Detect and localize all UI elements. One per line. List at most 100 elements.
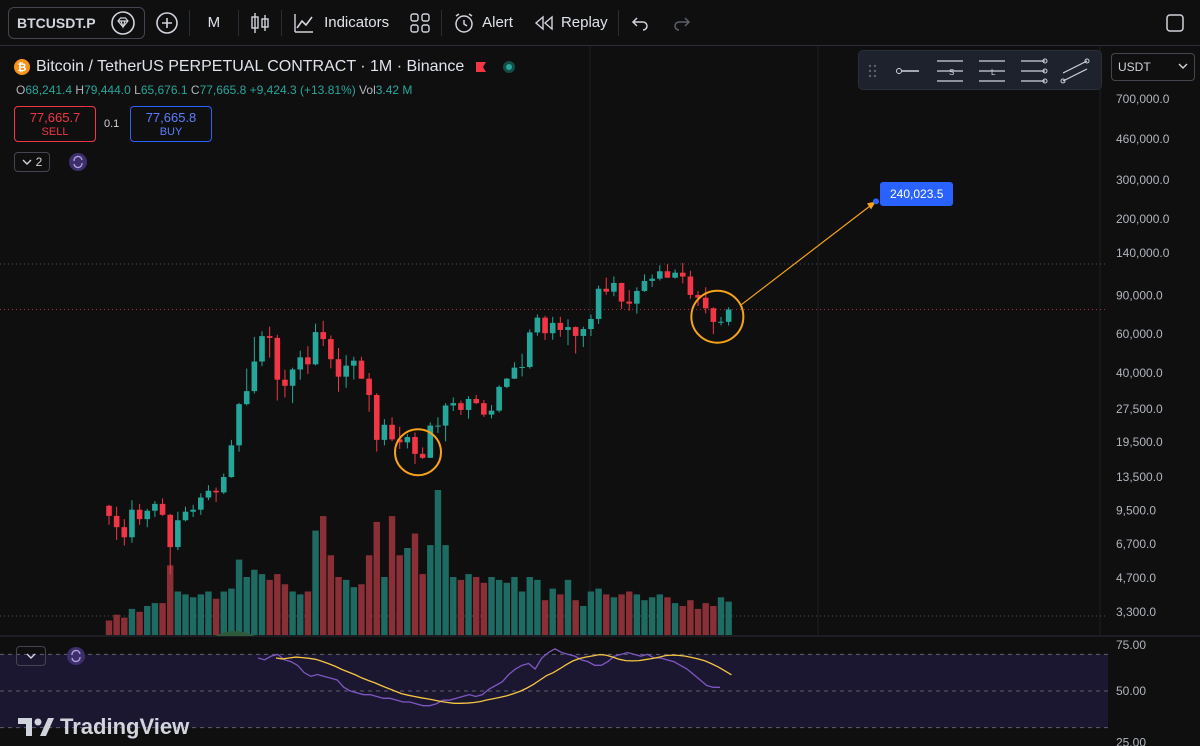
symbol-name: BTCUSDT.P — [17, 14, 96, 31]
candle-body — [289, 369, 296, 386]
chart-canvas[interactable]: 700,000.0 460,000.0 300,000.0 200,000.0 140,… — [0, 46, 1200, 746]
volume-bar — [434, 490, 442, 635]
candle-body — [320, 332, 326, 340]
candle-body — [435, 425, 441, 427]
parallel-lines-l-icon[interactable]: L — [979, 60, 1005, 82]
candle-body — [465, 398, 472, 410]
rsi-tick-label: 25.00 — [1116, 735, 1146, 746]
candle-body — [190, 509, 196, 512]
candle — [274, 334, 281, 401]
sell-price: 77,665.7 — [29, 110, 81, 125]
volume-bar — [220, 591, 227, 635]
candle-body — [236, 404, 242, 446]
candle-body — [121, 527, 128, 538]
candle — [175, 511, 181, 551]
replay-label: Replay — [560, 14, 608, 31]
volume-label: Vol — [359, 83, 376, 97]
rsi-refresh-icon[interactable] — [66, 646, 86, 666]
volume-bar — [136, 611, 143, 635]
candle — [366, 373, 372, 412]
redo-icon — [673, 16, 690, 31]
parallel-lines-s-icon[interactable]: S — [937, 60, 963, 82]
layouts-button[interactable] — [399, 0, 441, 45]
buy-button[interactable]: 77,665.8 BUY — [130, 106, 212, 142]
candle-body — [274, 337, 281, 380]
volume-bar — [473, 577, 480, 635]
alert-label: Alert — [482, 14, 513, 31]
candle — [534, 314, 541, 336]
volume-bar — [159, 603, 166, 635]
replay-button[interactable]: Replay — [523, 0, 618, 45]
candle-body — [243, 391, 250, 405]
undo-button[interactable] — [619, 0, 661, 45]
high-value: 79,444.0 — [84, 83, 131, 97]
candle-body — [266, 336, 273, 338]
indicators-collapse-button[interactable]: 2 — [14, 152, 50, 172]
diamond-icon[interactable] — [110, 10, 136, 36]
order-quantity[interactable]: 0.1 — [104, 118, 120, 130]
candle-body — [358, 360, 365, 379]
market-status-icon[interactable] — [502, 60, 516, 74]
candle — [702, 287, 709, 314]
chart-area[interactable]: 700,000.0 460,000.0 300,000.0 200,000.0 140,… — [0, 46, 1200, 746]
indicators-button[interactable]: Indicators — [282, 0, 399, 45]
refresh-icon[interactable] — [68, 152, 88, 172]
compare-button[interactable] — [145, 0, 189, 45]
volume-bar — [465, 574, 472, 635]
volume-bar — [564, 579, 572, 635]
rsi-overbought-fill — [215, 631, 255, 636]
alert-button[interactable]: Alert — [442, 0, 523, 45]
symbol-search-button[interactable]: BTCUSDT.P — [8, 6, 145, 39]
chart-type-button[interactable] — [239, 0, 281, 45]
candle-body — [710, 308, 717, 322]
volume-bar — [335, 577, 342, 635]
square-icon — [1166, 13, 1184, 32]
interval-button[interactable]: M — [190, 0, 239, 45]
currency-select[interactable]: USDT — [1111, 53, 1195, 81]
candle-body — [572, 327, 579, 336]
svg-text:₿: ₿ — [18, 62, 27, 74]
drag-handle-icon[interactable] — [868, 64, 877, 78]
volume-bar — [427, 545, 434, 635]
candle — [572, 326, 579, 354]
volume-bar — [694, 608, 702, 635]
flag-icon[interactable] — [474, 60, 488, 74]
candle — [565, 319, 571, 346]
volume-bar — [633, 594, 641, 635]
candle-body — [657, 271, 663, 279]
tradingview-logo-icon — [18, 718, 54, 736]
candle-body — [634, 290, 640, 304]
volume-bar — [174, 591, 182, 635]
volume-bar — [167, 565, 174, 635]
candle — [718, 316, 724, 326]
volume-bar — [717, 597, 725, 635]
volume-bar — [549, 588, 556, 635]
volume-bar — [679, 606, 686, 635]
candle-body — [557, 322, 564, 330]
candle-body — [136, 509, 143, 520]
rsi-collapse-button[interactable] — [16, 646, 46, 666]
candle — [649, 274, 655, 287]
candle — [113, 506, 120, 540]
volume-bar — [297, 594, 304, 635]
candle — [358, 356, 365, 379]
target-point — [873, 198, 879, 205]
multi-line-icon[interactable] — [1021, 58, 1048, 84]
redo-button[interactable] — [661, 0, 703, 45]
trend-lines-icon[interactable] — [1060, 58, 1090, 84]
candle — [725, 307, 732, 326]
volume-bar — [518, 591, 526, 635]
volume-bar — [610, 597, 618, 635]
fullscreen-button[interactable] — [1154, 0, 1200, 45]
candle-body — [702, 297, 709, 309]
candle — [121, 519, 128, 546]
sell-button[interactable]: 77,665.7 SELL — [14, 106, 96, 142]
rsi-pane: 75.00 50.00 25.00 — [0, 631, 1200, 746]
price-tick-label: 300,000.0 — [1116, 173, 1170, 187]
candle — [297, 350, 304, 380]
candle-body — [618, 282, 625, 302]
candle-body — [641, 280, 648, 291]
horizontal-line-icon[interactable] — [896, 68, 920, 74]
volume-bar — [243, 577, 250, 635]
undo-icon — [631, 16, 648, 31]
